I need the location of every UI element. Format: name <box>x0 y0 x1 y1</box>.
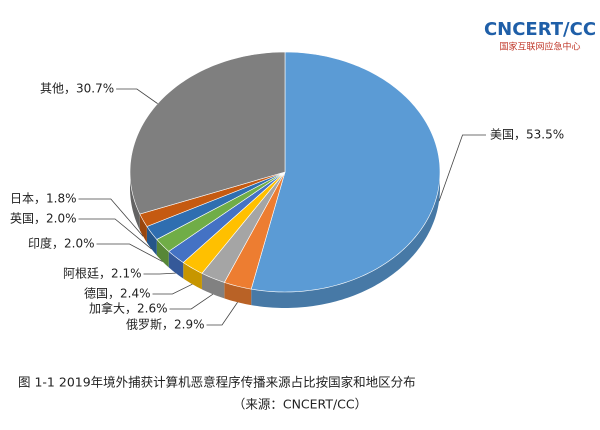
slice <box>129 51 286 215</box>
data-label: 英国，2.0% <box>10 212 77 226</box>
chart-subtitle: （来源：CNCERT/CC） <box>233 397 367 412</box>
slice <box>168 171 286 263</box>
leader-line <box>116 88 158 104</box>
leader-line <box>438 134 486 202</box>
pie <box>129 51 441 308</box>
leader-line <box>78 198 144 237</box>
logo-text: CNCERT/CC <box>484 19 596 40</box>
chart-title: 图 1-1 2019年境外捕获计算机恶意程序传播来源占比按国家和地区分布 <box>18 375 416 390</box>
leader-line <box>169 293 214 310</box>
slice-side <box>139 214 147 243</box>
slice <box>146 171 286 240</box>
data-label: 阿根廷，2.1% <box>63 267 142 281</box>
slice-side <box>146 226 157 256</box>
slice <box>223 171 286 290</box>
slice <box>201 171 286 283</box>
slice <box>182 171 286 274</box>
slice-side <box>201 273 225 299</box>
data-label: 俄罗斯，2.9% <box>126 318 205 332</box>
slice-side <box>130 172 140 231</box>
slice-side <box>168 251 184 279</box>
logo-subtitle: 国家互联网应急中心 <box>499 41 580 53</box>
data-label: 美国，53.5% <box>490 128 564 142</box>
data-label: 印度，2.0% <box>28 236 95 251</box>
data-label: 德国，2.4% <box>84 286 151 301</box>
data-label: 加拿大，2.6% <box>89 301 168 316</box>
data-label: 日本，1.8% <box>10 192 77 206</box>
slice <box>156 171 286 252</box>
slice <box>250 51 441 293</box>
slice-side <box>251 172 440 308</box>
leader-line <box>78 218 152 250</box>
slice-side <box>156 239 169 268</box>
leader-line <box>96 243 163 262</box>
data-label: 其他，30.7% <box>40 82 114 96</box>
leader-line <box>206 302 238 326</box>
leader-line <box>143 272 176 275</box>
slice <box>139 171 286 227</box>
leader-line <box>152 283 193 295</box>
slice-side <box>183 262 202 290</box>
